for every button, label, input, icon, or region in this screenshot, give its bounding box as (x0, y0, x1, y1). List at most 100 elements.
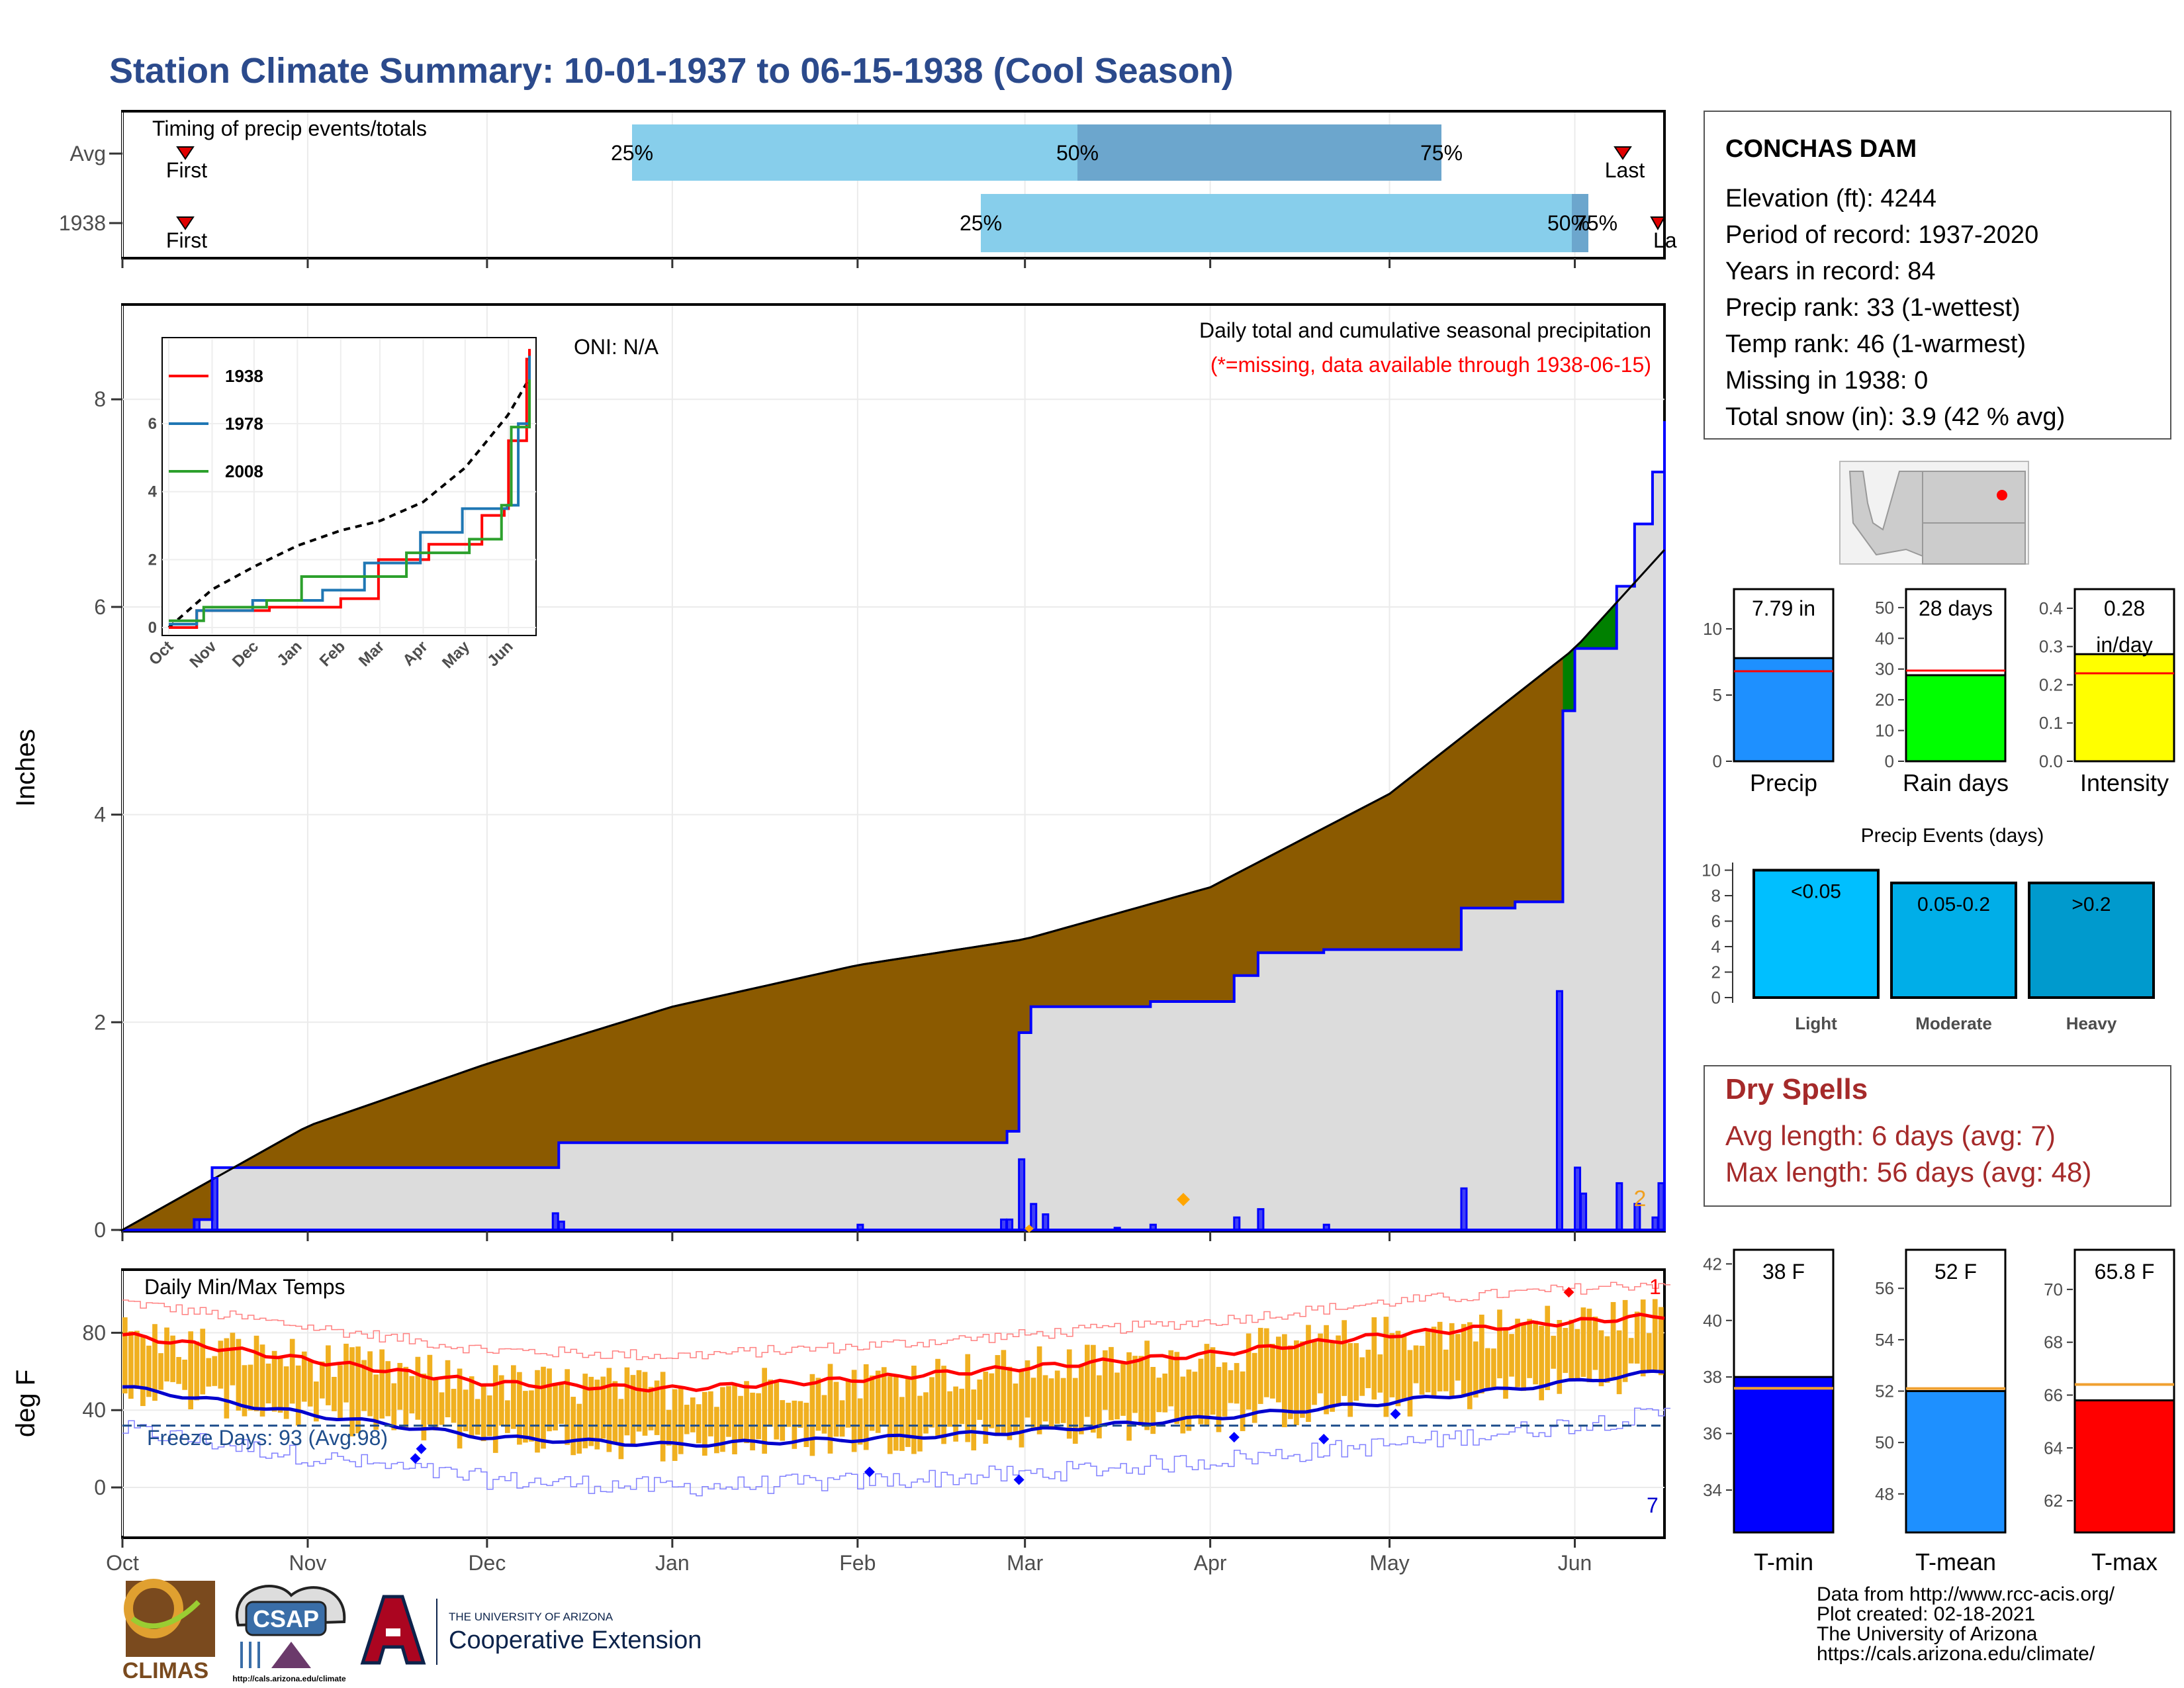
daily-temp-bar (1150, 1366, 1156, 1434)
daily-temp-bar (277, 1358, 283, 1413)
daily-temp-bar (307, 1360, 313, 1407)
daily-temp-bar (1186, 1369, 1192, 1431)
daily-temp-bar (1449, 1323, 1455, 1398)
record-low-marker (410, 1453, 421, 1464)
station-line-missing: Missing in 1938: 0 (1725, 367, 1928, 395)
temp-min-note: 7 (1647, 1493, 1659, 1517)
summary-y-tick-label: 30 (1875, 659, 1894, 679)
daily-temp-bar (1007, 1366, 1013, 1440)
temp-chart-y-tick-label: 48 (1875, 1484, 1894, 1504)
missing-note: (*=missing, data available through 1938-… (1210, 353, 1651, 377)
daily-temp-bar (1234, 1363, 1240, 1404)
daily-temp-bar (451, 1389, 457, 1423)
daily-temp-bar (666, 1409, 672, 1446)
summary-bar-chart: 0.0 0.1 0.2 0.3 0.4 0.28 in/day Intensity (2039, 588, 2175, 796)
events-bar (1752, 868, 1880, 999)
daily-temp-bar (367, 1351, 373, 1417)
daily-temp-bar (750, 1392, 755, 1451)
daily-temp-bar (158, 1353, 163, 1390)
csap-logo: CSAP http://cals.arizona.edu/climate (232, 1585, 346, 1683)
daily-temp-bar (1263, 1328, 1269, 1397)
daily-temp-bar (553, 1383, 558, 1430)
summary-value-label: 7.79 in (1752, 596, 1815, 620)
daily-temp-bar (821, 1395, 827, 1434)
daily-temp-bar (768, 1380, 774, 1427)
daily-temp-bar (1228, 1370, 1234, 1403)
record-max-line (122, 1282, 1671, 1360)
temp-panel: 0 40 80 deg F Daily Min/Max Temps Freeze D… (11, 1268, 1671, 1575)
daily-temp-bar (1377, 1354, 1383, 1393)
daily-temp-bar (774, 1382, 780, 1440)
daily-temp-bar (839, 1400, 845, 1437)
daily-temp-bar (212, 1356, 218, 1386)
daily-temp-bar (541, 1366, 546, 1449)
year-last-label: La (1653, 228, 1677, 252)
daily-temp-bar (1539, 1325, 1545, 1401)
daily-temp-bar (1306, 1325, 1311, 1423)
summary-bar-chart: 0 5 10 7.79 in Precip (1703, 588, 1835, 796)
daily-precip-bar (193, 1218, 201, 1231)
events-y-tick-label: 0 (1711, 988, 1721, 1008)
daily-temp-bar (1515, 1319, 1520, 1387)
daily-temp-bar (194, 1341, 200, 1401)
month-label: May (1369, 1551, 1409, 1575)
month-label: Feb (839, 1551, 876, 1575)
avg-range-bar-1 (632, 124, 1077, 181)
inset-y-tick-label: 2 (148, 551, 157, 569)
summary-chart-label: Intensity (2080, 769, 2169, 796)
daily-temp-bar (1168, 1350, 1174, 1407)
daily-temp-bar (756, 1393, 761, 1440)
daily-temp-bar (1294, 1340, 1299, 1425)
summary-value-bar (1733, 657, 1835, 763)
freeze-days-label: Freeze Days: 93 (Avg:98) (147, 1426, 388, 1450)
summary-y-tick-label: 40 (1875, 628, 1894, 648)
avg-tmin-line (122, 1369, 1665, 1448)
ua-small-text: THE UNIVERSITY OF ARIZONA (449, 1611, 614, 1623)
avg-first-marker (176, 146, 195, 160)
temp-value-bar (1733, 1376, 1835, 1534)
daily-temp-bar (1210, 1347, 1216, 1415)
precip-y-tick-label: 6 (94, 595, 106, 619)
month-label: Jun (1558, 1551, 1592, 1575)
events-bar (1890, 881, 2017, 1000)
daily-temp-bar (486, 1395, 492, 1436)
daily-precip-bar (557, 1220, 565, 1231)
inset-legend-label: 1978 (225, 414, 263, 434)
daily-temp-bar (1097, 1375, 1102, 1438)
daily-temp-bar (1395, 1331, 1401, 1407)
temp-value-bar (1905, 1390, 2007, 1534)
daily-temp-bar (588, 1376, 594, 1446)
daily-temp-bar (600, 1376, 606, 1439)
daily-temp-bar (815, 1378, 821, 1431)
daily-temp-bar (1246, 1333, 1251, 1410)
daily-temp-bar (170, 1335, 175, 1382)
footer-line-university: The University of Arizona (1817, 1623, 2038, 1645)
temp-summary-chart: 62 64 66 68 70 65.8 F T-max (2044, 1248, 2175, 1575)
footer-line-plot-created: Plot created: 02-18-2021 (1817, 1603, 2035, 1625)
daily-temp-bar (732, 1383, 737, 1454)
avg-p25-label: 25% (611, 141, 653, 165)
daily-temp-bar (445, 1360, 451, 1418)
daily-temp-bar (1407, 1350, 1413, 1417)
daily-temp-bar (624, 1367, 630, 1436)
daily-temp-bar (373, 1374, 379, 1430)
avg-p50-label: 50% (1056, 141, 1099, 165)
temp-chart-y-tick-label: 66 (2044, 1385, 2063, 1405)
temp-chart-y-tick-label: 40 (1703, 1311, 1722, 1331)
daily-temp-bar (1066, 1349, 1072, 1439)
daily-temp-bar (1275, 1336, 1281, 1403)
daily-temp-bar (146, 1345, 152, 1397)
daily-precip-bar (1615, 1182, 1623, 1231)
daily-temp-bar (786, 1403, 792, 1427)
precip-y-tick-label: 4 (94, 803, 106, 827)
daily-temp-bar (726, 1385, 731, 1437)
record-min-line (122, 1407, 1671, 1497)
daily-temp-bar (176, 1356, 181, 1384)
daily-temp-bar (253, 1335, 259, 1411)
daily-temp-bar (1048, 1378, 1054, 1427)
daily-precip-bar (1000, 1218, 1008, 1231)
daily-temp-bar (1342, 1320, 1347, 1396)
daily-temp-bar (535, 1370, 540, 1453)
daily-temp-bar (1598, 1330, 1604, 1387)
